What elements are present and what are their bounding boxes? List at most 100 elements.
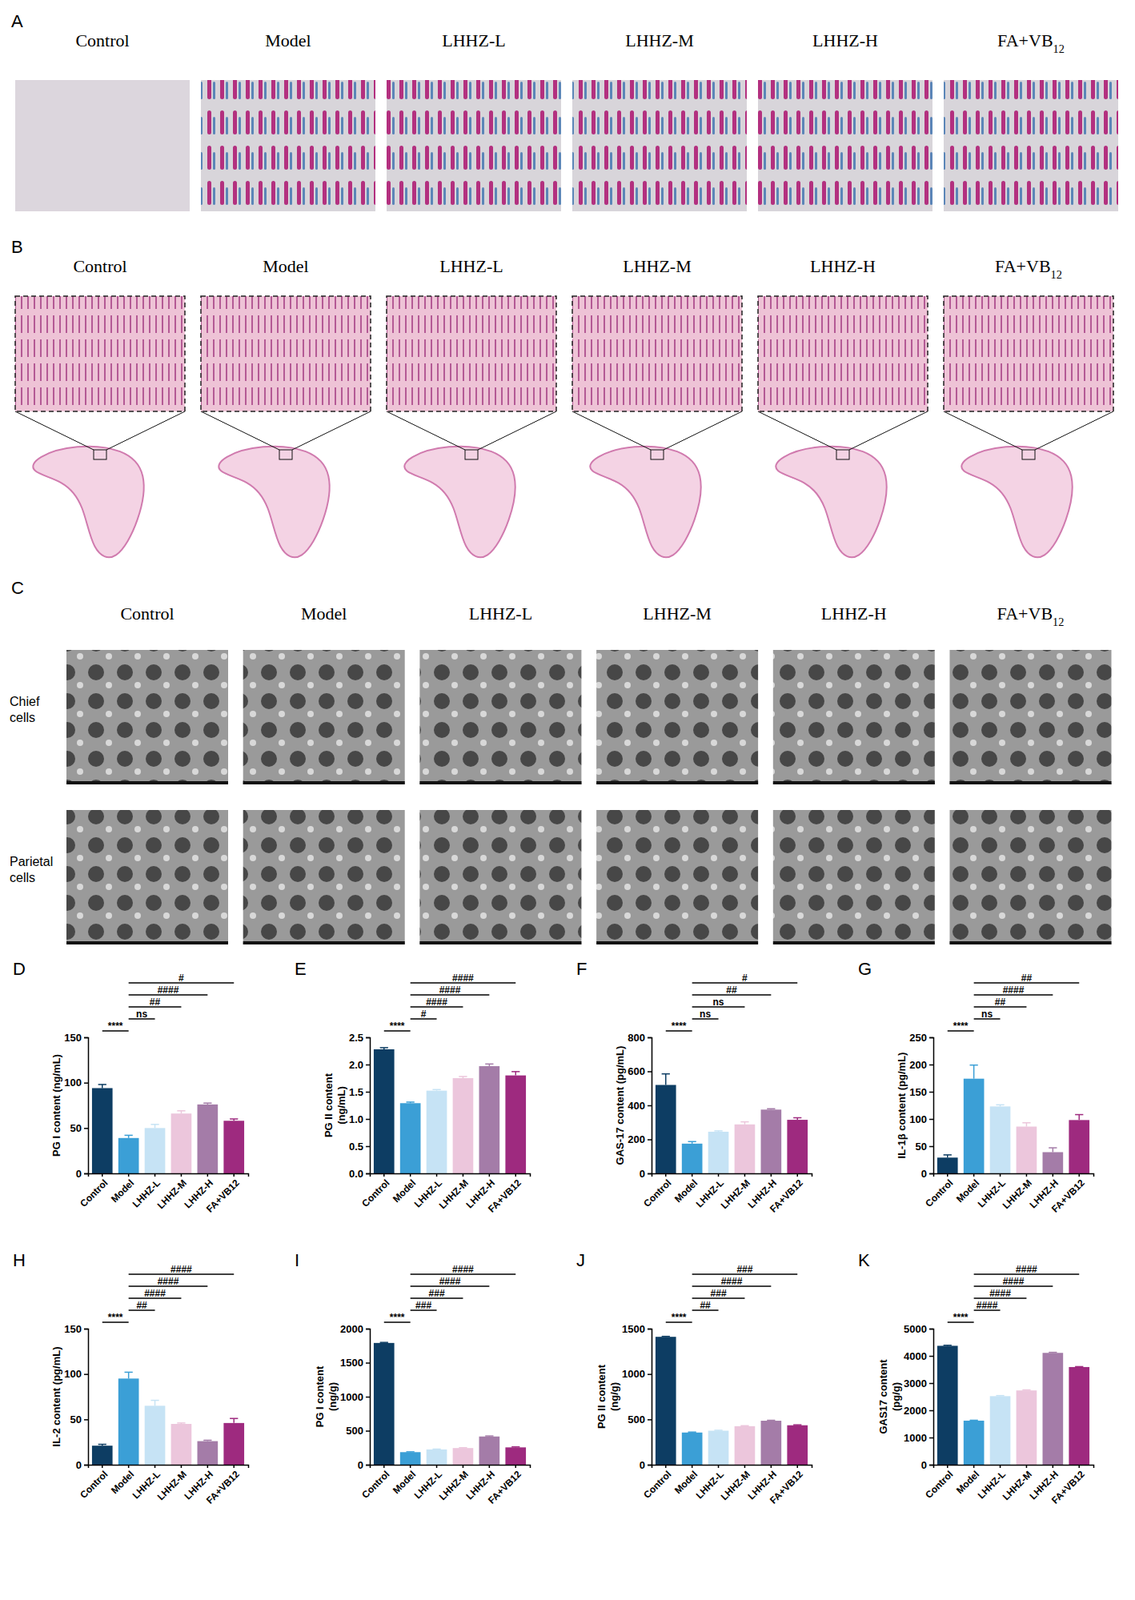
subscript: 12 [1050, 268, 1063, 281]
x-tick-mark [1026, 1173, 1028, 1177]
x-tick: LHHZ-M [155, 1464, 189, 1503]
y-tick-label: 250 [909, 1031, 927, 1044]
y-tick: 5000 [903, 1323, 934, 1336]
bar [990, 1106, 1011, 1174]
y-tick-mark [84, 1419, 89, 1421]
error-cap [995, 1395, 1004, 1397]
error-cap [485, 1063, 494, 1066]
error-bar [661, 1074, 670, 1086]
y-tick: 0 [76, 1167, 89, 1180]
x-tick-label: LHHZ-M [437, 1468, 471, 1503]
y-tick-mark [365, 1118, 370, 1121]
x-tick: FA+VB12 [204, 1464, 242, 1507]
x-tick-label: FA+VB12 [767, 1177, 806, 1216]
y-tick-mark [647, 1070, 652, 1073]
error-bar [150, 1124, 159, 1129]
y-tick-label: 0 [639, 1167, 646, 1180]
y-tick: 0.5 [348, 1140, 370, 1153]
x-tick: FA+VB12 [1049, 1464, 1087, 1507]
error-cap [176, 1422, 185, 1424]
x-tick: LHHZ-M [1000, 1464, 1035, 1503]
y-axis: 0500100015002000 [340, 1323, 370, 1472]
zoom-line [200, 411, 280, 450]
significance-label: **** [953, 1020, 969, 1032]
y-tick-label: 0 [76, 1459, 82, 1472]
tem-image [419, 649, 582, 785]
error-bar [995, 1104, 1004, 1107]
marks [92, 1084, 245, 1174]
row-label-line: cells [9, 710, 36, 725]
annotations: ****############## [102, 1263, 234, 1324]
error-cap [740, 1425, 749, 1428]
y-tick-mark [929, 1464, 934, 1467]
error-stem [1078, 1114, 1080, 1121]
x-tick: LHHZ-M [437, 1173, 471, 1212]
y-tick-label: 0 [921, 1167, 927, 1180]
bar-chart: E0.00.51.01.52.02.5ControlModelLHHZ-LLHH… [294, 958, 531, 1216]
error-bar [150, 1400, 159, 1407]
x-tick-mark [514, 1173, 517, 1177]
bar [453, 1078, 474, 1174]
x-tick: Control [641, 1464, 674, 1501]
bar [990, 1395, 1011, 1465]
column-title: LHHZ-H [821, 603, 887, 624]
bar-chart: I0500100015002000ControlModelLHHZ-LLHHZ-… [294, 1250, 531, 1507]
error-bar [1048, 1147, 1057, 1152]
y-tick: 600 [627, 1065, 652, 1078]
y-axis: 050100150 [64, 1323, 89, 1472]
bar [479, 1066, 501, 1174]
x-tick-mark [1078, 1464, 1080, 1468]
significance-label: #### [425, 996, 448, 1008]
x-tick-mark [154, 1173, 157, 1177]
bar-chart: G050100150200250ControlModelLHHZ-LLHHZ-M… [858, 958, 1095, 1216]
significance-label: #### [1002, 1275, 1025, 1288]
error-cap [713, 1429, 722, 1432]
y-tick: 3000 [903, 1377, 934, 1390]
significance-label: #### [157, 984, 180, 996]
y-tick: 400 [627, 1099, 652, 1112]
error-bar [229, 1418, 238, 1424]
bar [1016, 1126, 1038, 1174]
y-tick-label: 200 [909, 1058, 927, 1071]
bar [1068, 1367, 1090, 1465]
error-cap [1074, 1366, 1083, 1368]
significance-label: ## [136, 1299, 148, 1312]
y-axis-line [929, 1038, 935, 1175]
x-tick-label: FA+VB12 [204, 1177, 242, 1216]
significance-label: ## [994, 996, 1007, 1008]
y-tick-mark [84, 1464, 89, 1467]
y-tick-label: 150 [64, 1031, 82, 1044]
y-tick-mark [365, 1328, 370, 1331]
x-tick: FA+VB12 [485, 1173, 524, 1216]
tem-image [66, 810, 229, 945]
x-tick-mark [207, 1173, 209, 1177]
error-cap [713, 1130, 722, 1132]
y-axis-line [647, 1038, 653, 1175]
x-axis: ControlModelLHHZ-LLHHZ-MLHHZ-HFA+VB12 [922, 1173, 1094, 1216]
error-cap [229, 1118, 238, 1120]
y-tick-mark [647, 1173, 652, 1176]
bar [479, 1436, 501, 1465]
significance-label: ns [713, 996, 725, 1008]
zoom-box [279, 449, 293, 460]
error-bar [406, 1451, 415, 1452]
significance-label: #### [1002, 984, 1025, 996]
x-tick-mark [207, 1464, 209, 1468]
column-title: Model [262, 256, 309, 277]
y-tick: 0 [639, 1459, 652, 1472]
plot: 050100150200250ControlModelLHHZ-LLHHZ-ML… [895, 972, 1094, 1216]
he-zoom [943, 296, 1114, 412]
x-tick-mark [436, 1173, 438, 1177]
significance-label: ns [699, 1008, 711, 1020]
x-tick-mark [232, 1173, 235, 1177]
x-tick: FA+VB12 [204, 1173, 242, 1216]
y-tick-label: 100 [64, 1367, 82, 1380]
y-axis-title: IL-1β content (pg/mL) [895, 1052, 908, 1160]
significance-label: #### [439, 1275, 462, 1288]
column-title: Control [72, 256, 127, 277]
significance-label: **** [108, 1311, 124, 1324]
y-tick: 150 [909, 1086, 934, 1099]
y-axis-title: (ng/g) [326, 1382, 339, 1412]
tem-image [596, 649, 759, 785]
panel-letter: I [294, 1250, 300, 1271]
